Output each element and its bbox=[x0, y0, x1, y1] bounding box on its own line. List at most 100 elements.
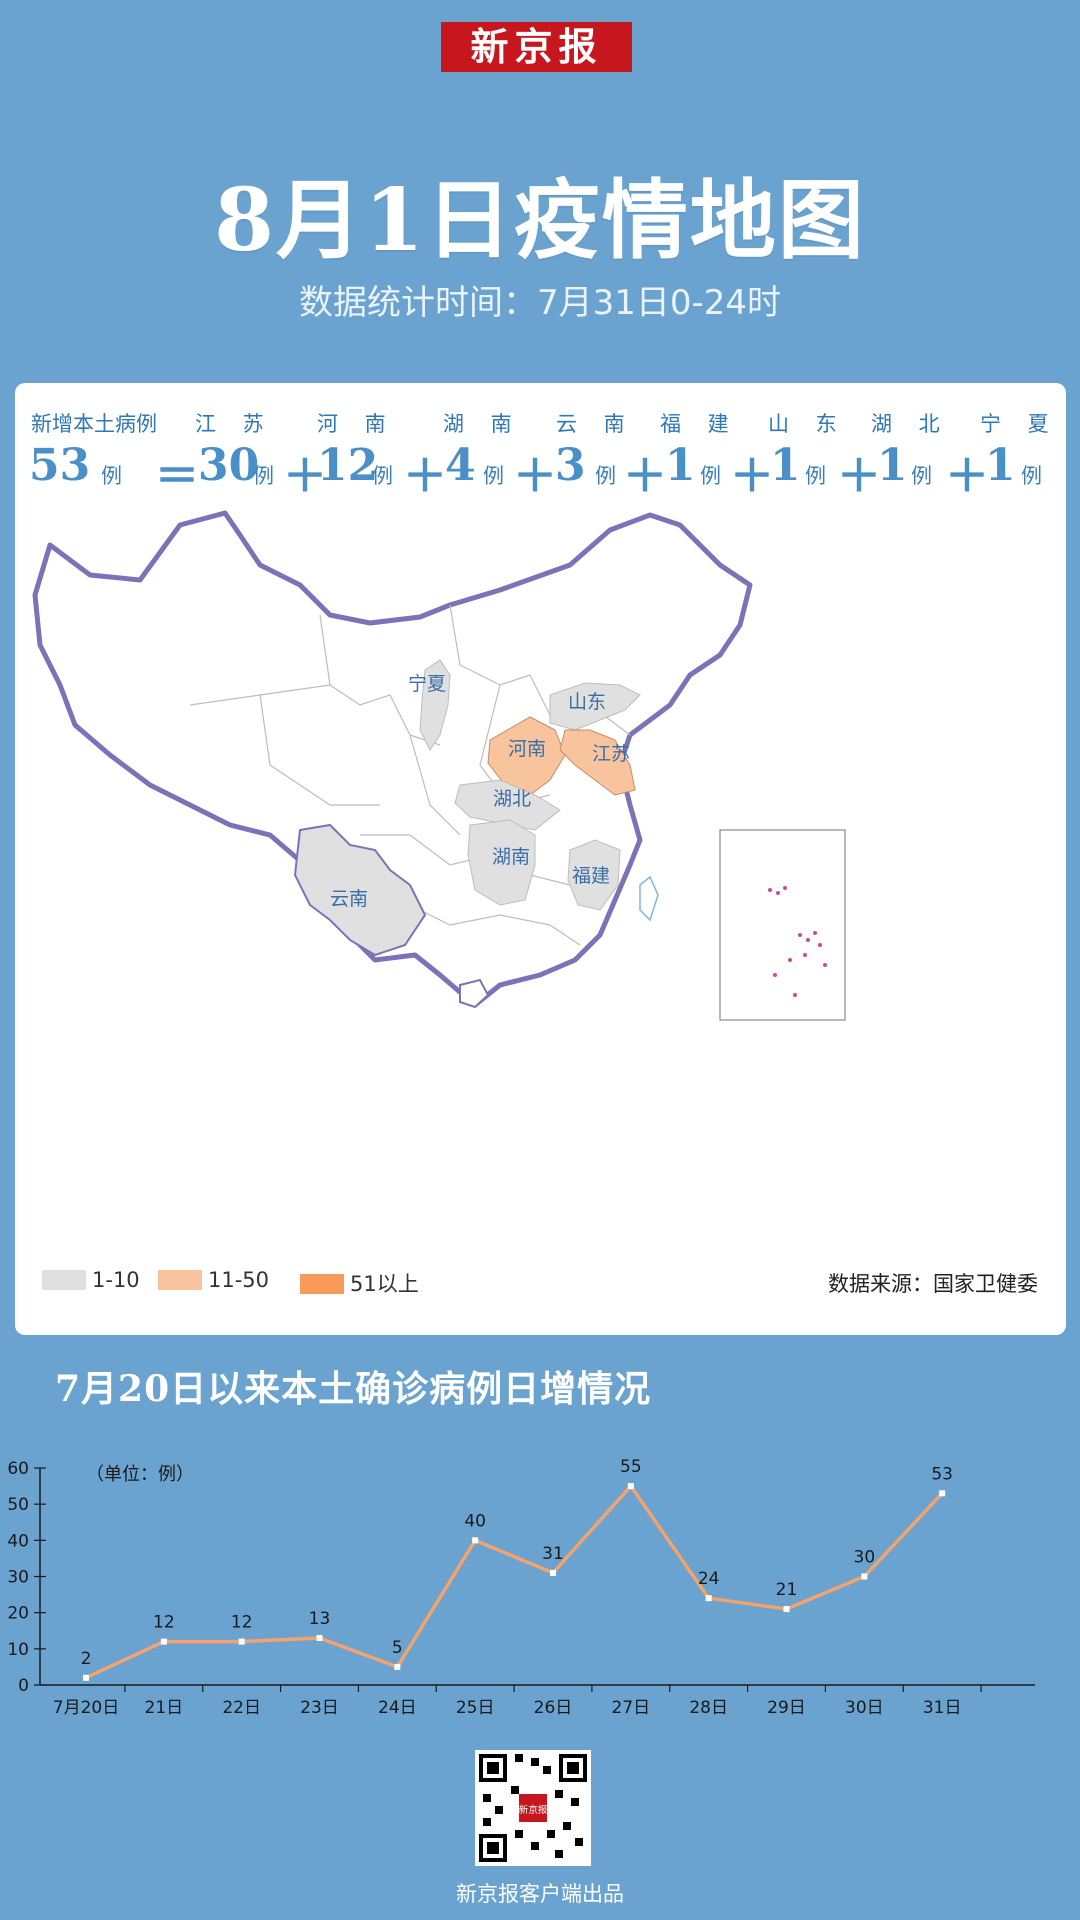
plus-sign: ＋ bbox=[403, 451, 447, 502]
value-ningxia: 1 bbox=[985, 440, 1016, 491]
y-tick-label: 40 bbox=[7, 1531, 29, 1551]
data-point bbox=[550, 1569, 556, 1576]
label-fujian: 福建 bbox=[572, 865, 610, 887]
plus-sign: ＋ bbox=[623, 451, 667, 502]
series-line bbox=[85, 1484, 944, 1680]
province-label-jiangsu: 江 苏 bbox=[195, 412, 274, 436]
province-label-fujian: 福 建 bbox=[660, 412, 739, 436]
region-yunnan bbox=[293, 823, 427, 957]
x-tick-label: 29日 bbox=[767, 1698, 806, 1718]
data-point bbox=[160, 1638, 167, 1645]
x-tick-label: 7月20日 bbox=[53, 1698, 119, 1718]
region-fujian bbox=[567, 839, 621, 911]
south-china-sea-inset bbox=[719, 829, 846, 1021]
data-point bbox=[316, 1634, 323, 1641]
data-point bbox=[394, 1663, 401, 1670]
total-value: 53 bbox=[29, 440, 91, 491]
footer-text: 新京报客户端出品 bbox=[456, 1882, 624, 1906]
value-shandong: 1 bbox=[770, 440, 801, 491]
y-tick-label: 20 bbox=[7, 1604, 29, 1624]
x-tick-label: 25日 bbox=[456, 1698, 495, 1718]
y-tick-label: 60 bbox=[7, 1459, 29, 1479]
legend-item-high: 51以上 bbox=[300, 1268, 419, 1296]
data-label: 31 bbox=[542, 1544, 564, 1564]
data-point bbox=[861, 1573, 868, 1580]
unit-jiangsu: 例 bbox=[253, 464, 274, 488]
data-label: 13 bbox=[309, 1609, 331, 1629]
region-ningxia bbox=[419, 659, 451, 751]
data-label: 55 bbox=[620, 1457, 642, 1477]
x-tick-label: 30日 bbox=[845, 1698, 884, 1718]
chart-title: 7月20日以来本土确诊病例日增情况 bbox=[55, 1368, 652, 1410]
data-label: 5 bbox=[392, 1638, 403, 1658]
plus-sign: ＋ bbox=[837, 451, 881, 502]
x-tick-label: 22日 bbox=[222, 1698, 261, 1718]
province-label-hunan: 湖 南 bbox=[443, 412, 522, 436]
data-label: 30 bbox=[854, 1548, 876, 1568]
unit-henan: 例 bbox=[372, 464, 393, 488]
label-hubei: 湖北 bbox=[493, 788, 531, 810]
data-point bbox=[783, 1606, 790, 1613]
value-jiangsu: 30 bbox=[198, 440, 260, 491]
data-source: 数据来源：国家卫健委 bbox=[828, 1272, 1038, 1296]
data-label: 12 bbox=[231, 1613, 253, 1633]
legend-label-low: 1-10 bbox=[92, 1268, 140, 1292]
data-point bbox=[627, 1483, 634, 1490]
value-fujian: 1 bbox=[665, 440, 696, 491]
y-tick-label: 30 bbox=[7, 1568, 29, 1588]
value-yunnan: 3 bbox=[555, 440, 586, 491]
unit-yunnan: 例 bbox=[595, 464, 616, 488]
qr-logo-text: 新京报 bbox=[519, 1804, 548, 1816]
y-tick-label: 10 bbox=[7, 1640, 29, 1660]
region-hunan bbox=[467, 819, 536, 906]
x-tick-label: 26日 bbox=[534, 1698, 573, 1718]
equals-sign: ＝ bbox=[155, 451, 199, 502]
province-label-henan: 河 南 bbox=[317, 412, 396, 436]
data-label: 40 bbox=[464, 1511, 486, 1531]
x-tick-label: 31日 bbox=[923, 1698, 962, 1718]
plus-sign: ＋ bbox=[513, 451, 557, 502]
page-title: 8月1日疫情地图 bbox=[214, 170, 866, 271]
data-label: 24 bbox=[698, 1569, 720, 1589]
label-shandong: 山东 bbox=[568, 691, 606, 713]
legend-label-high: 51以上 bbox=[350, 1272, 419, 1296]
x-tick-label: 28日 bbox=[689, 1698, 728, 1718]
legend-item-mid: 11-50 bbox=[158, 1268, 269, 1294]
stat-labels-row: 新增本土病例 江 苏 河 南 湖 南 云 南 福 建 山 东 湖 北 宁 夏 bbox=[15, 408, 1066, 438]
label-yunnan: 云南 bbox=[330, 888, 368, 910]
province-label-hubei: 湖 北 bbox=[871, 412, 950, 436]
value-hubei: 1 bbox=[877, 440, 908, 491]
province-label-ningxia: 宁 夏 bbox=[980, 412, 1059, 436]
china-map: 宁夏 山东 河南 江苏 湖北 湖南 福建 云南 bbox=[32, 510, 846, 1021]
chart-unit-note: （单位：例） bbox=[86, 1464, 194, 1485]
unit-hunan: 例 bbox=[483, 464, 504, 488]
province-label-shandong: 山 东 bbox=[768, 412, 847, 436]
data-label: 12 bbox=[153, 1613, 175, 1633]
data-point bbox=[705, 1595, 712, 1602]
value-henan: 12 bbox=[317, 440, 379, 491]
legend-label-mid: 11-50 bbox=[208, 1268, 270, 1292]
total-label: 新增本土病例 bbox=[31, 412, 157, 436]
label-ningxia: 宁夏 bbox=[408, 673, 446, 695]
plus-sign: ＋ bbox=[730, 451, 774, 502]
map-labels: 宁夏 山东 河南 江苏 湖北 湖南 福建 云南 bbox=[330, 673, 630, 910]
unit-shandong: 例 bbox=[805, 464, 826, 488]
province-label-yunnan: 云 南 bbox=[556, 412, 635, 436]
region-henan bbox=[487, 716, 566, 796]
total-unit: 例 bbox=[101, 464, 122, 488]
qr-code: 新京报 bbox=[475, 1750, 591, 1866]
legend-swatch-low bbox=[42, 1270, 86, 1290]
value-hunan: 4 bbox=[445, 440, 476, 491]
data-point bbox=[472, 1537, 479, 1544]
stat-numbers-row: 53 例 ＝ 30 例 ＋ 12 例 ＋ 4 例 ＋ 3 例 ＋ 1 例 ＋ 1… bbox=[15, 440, 1066, 502]
x-tick-label: 21日 bbox=[145, 1698, 184, 1718]
island-hainan bbox=[459, 978, 490, 1009]
data-point bbox=[83, 1674, 89, 1681]
x-tick-label: 24日 bbox=[378, 1698, 417, 1718]
island-taiwan bbox=[639, 875, 659, 922]
label-henan: 河南 bbox=[508, 738, 546, 760]
data-point bbox=[238, 1638, 245, 1645]
region-shandong bbox=[549, 682, 641, 731]
region-jiangsu bbox=[559, 729, 636, 796]
label-jiangsu: 江苏 bbox=[592, 743, 630, 765]
